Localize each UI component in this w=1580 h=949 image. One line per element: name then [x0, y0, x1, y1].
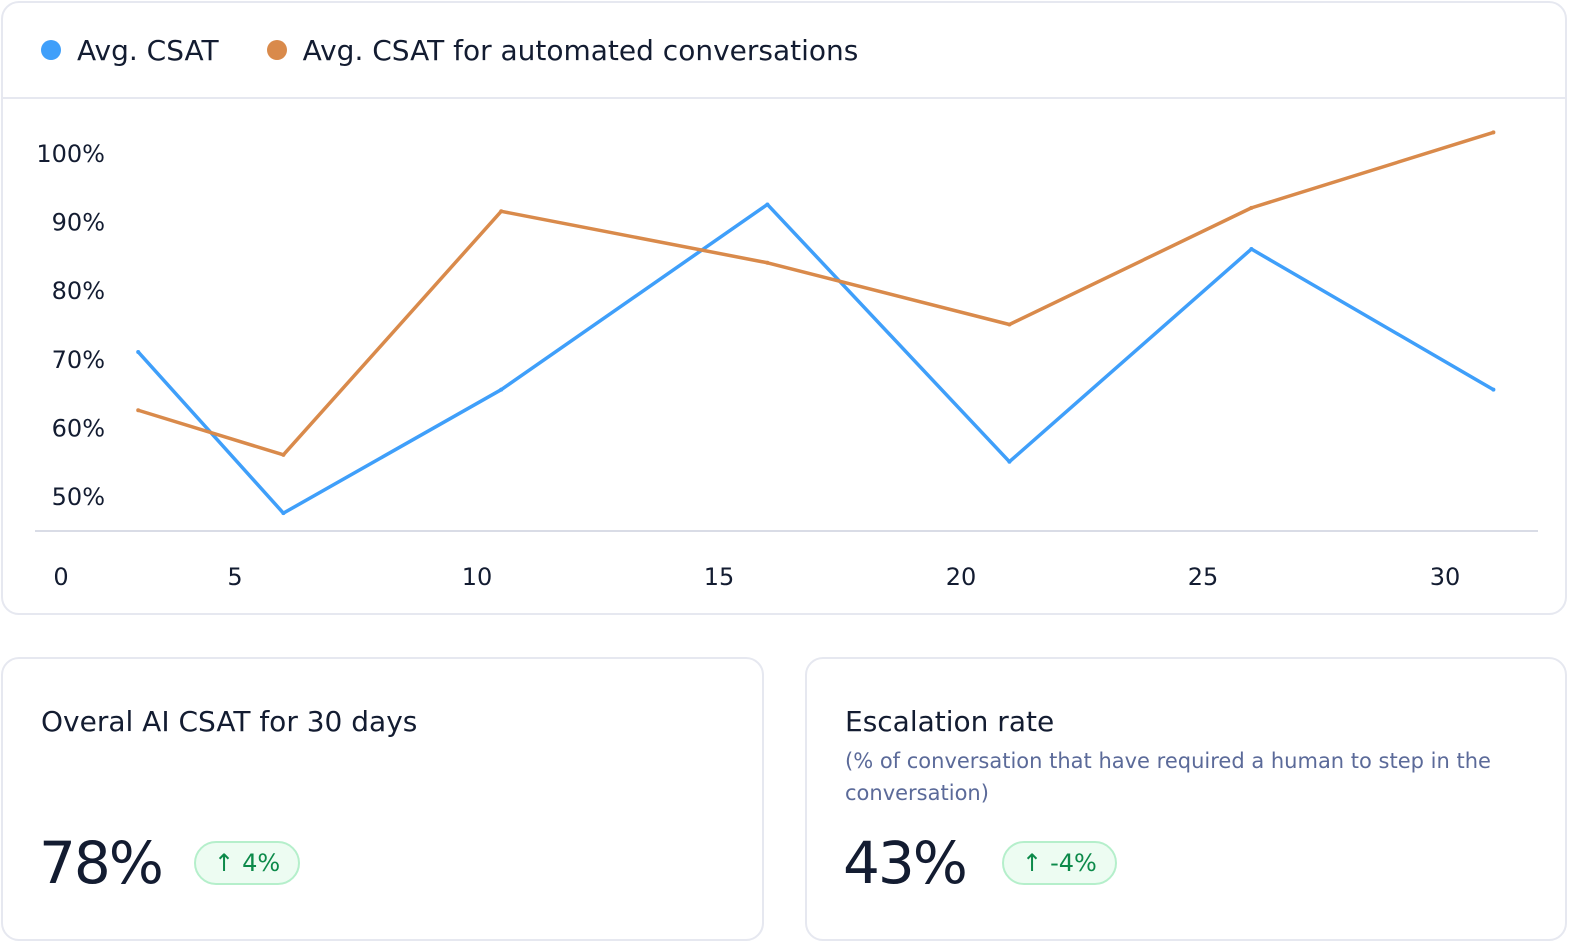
data-point — [499, 209, 504, 214]
escalation-rate-card: Escalation rate (% of conversation that … — [805, 657, 1567, 941]
y-tick-label: 100% — [36, 140, 105, 168]
change-value: -4% — [1050, 849, 1097, 877]
y-tick-label: 60% — [52, 414, 105, 442]
x-tick-label: 0 — [53, 563, 68, 591]
y-tick-label: 70% — [52, 346, 105, 374]
line-chart: 100% 90% 80% 70% 60% 50% 0 5 10 15 20 25 30 — [35, 130, 1538, 591]
csat-value: 78% — [39, 829, 164, 897]
change-value: 4% — [242, 849, 281, 877]
x-tick-label: 5 — [227, 563, 242, 591]
data-point — [1007, 459, 1012, 464]
arrow-up-icon: ↑ — [1022, 849, 1043, 877]
card-subtitle: (% of conversation that have required a … — [845, 749, 1491, 805]
data-point — [1249, 247, 1254, 252]
series-line-1 — [137, 130, 1494, 457]
data-point — [1007, 322, 1012, 327]
legend-dot-icon — [41, 40, 61, 60]
legend-label: Avg. CSAT for automated conversations — [302, 33, 859, 67]
data-point — [1491, 387, 1496, 392]
x-tick-label: 15 — [704, 563, 735, 591]
data-point — [1249, 205, 1254, 210]
x-tick-label: 25 — [1188, 563, 1219, 591]
data-point — [281, 511, 286, 516]
arrow-up-icon: ↑ — [214, 849, 235, 877]
data-point — [1491, 130, 1496, 135]
data-point — [765, 260, 770, 265]
y-tick-label: 80% — [52, 277, 105, 305]
card-title: Escalation rate — [845, 705, 1055, 738]
legend-dot-icon — [266, 40, 287, 60]
chart-legend: Avg. CSAT Avg. CSAT for automated conver… — [3, 3, 1565, 99]
card-title: Overal AI CSAT for 30 days — [41, 705, 418, 738]
data-point — [136, 349, 141, 354]
chart-card: Avg. CSAT Avg. CSAT for automated conver… — [1, 1, 1567, 615]
data-point — [281, 452, 286, 457]
series-line-0 — [136, 202, 1495, 515]
x-tick-label: 20 — [946, 563, 977, 591]
x-tick-label: 10 — [462, 563, 493, 591]
data-point — [136, 408, 141, 413]
legend-item-avg-csat[interactable]: Avg. CSAT — [41, 34, 219, 67]
y-tick-label: 50% — [52, 483, 105, 511]
change-badge: ↑ 4% — [194, 841, 301, 885]
y-tick-label: 90% — [52, 209, 105, 237]
data-point — [765, 202, 770, 207]
escalation-value: 43% — [843, 829, 968, 897]
overall-csat-card: Overal AI CSAT for 30 days 78% ↑ 4% — [1, 657, 764, 941]
legend-label: Avg. CSAT — [77, 33, 219, 67]
data-point — [499, 387, 504, 392]
change-badge: ↑ -4% — [1002, 841, 1117, 885]
legend-item-automated-csat[interactable]: Avg. CSAT for automated conversations — [266, 33, 859, 67]
x-tick-label: 30 — [1430, 563, 1461, 591]
